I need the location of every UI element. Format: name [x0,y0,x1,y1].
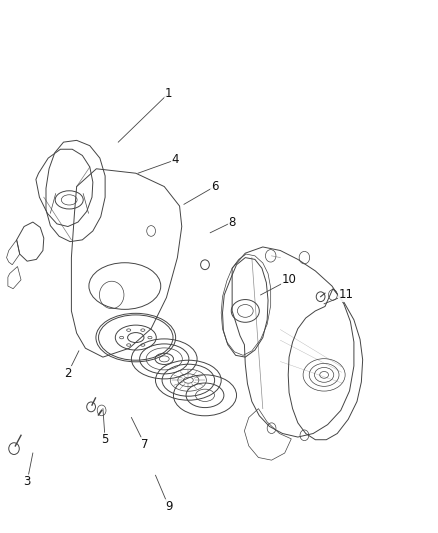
Text: 3: 3 [24,475,31,488]
Text: 8: 8 [229,215,236,229]
Text: 5: 5 [102,433,109,446]
Text: 9: 9 [165,500,173,513]
Text: 11: 11 [339,288,353,302]
Text: 6: 6 [211,180,219,193]
Text: 4: 4 [171,154,179,166]
Text: 1: 1 [165,87,173,100]
Text: 10: 10 [282,273,297,286]
Text: 2: 2 [64,367,72,379]
Text: 7: 7 [141,438,148,451]
